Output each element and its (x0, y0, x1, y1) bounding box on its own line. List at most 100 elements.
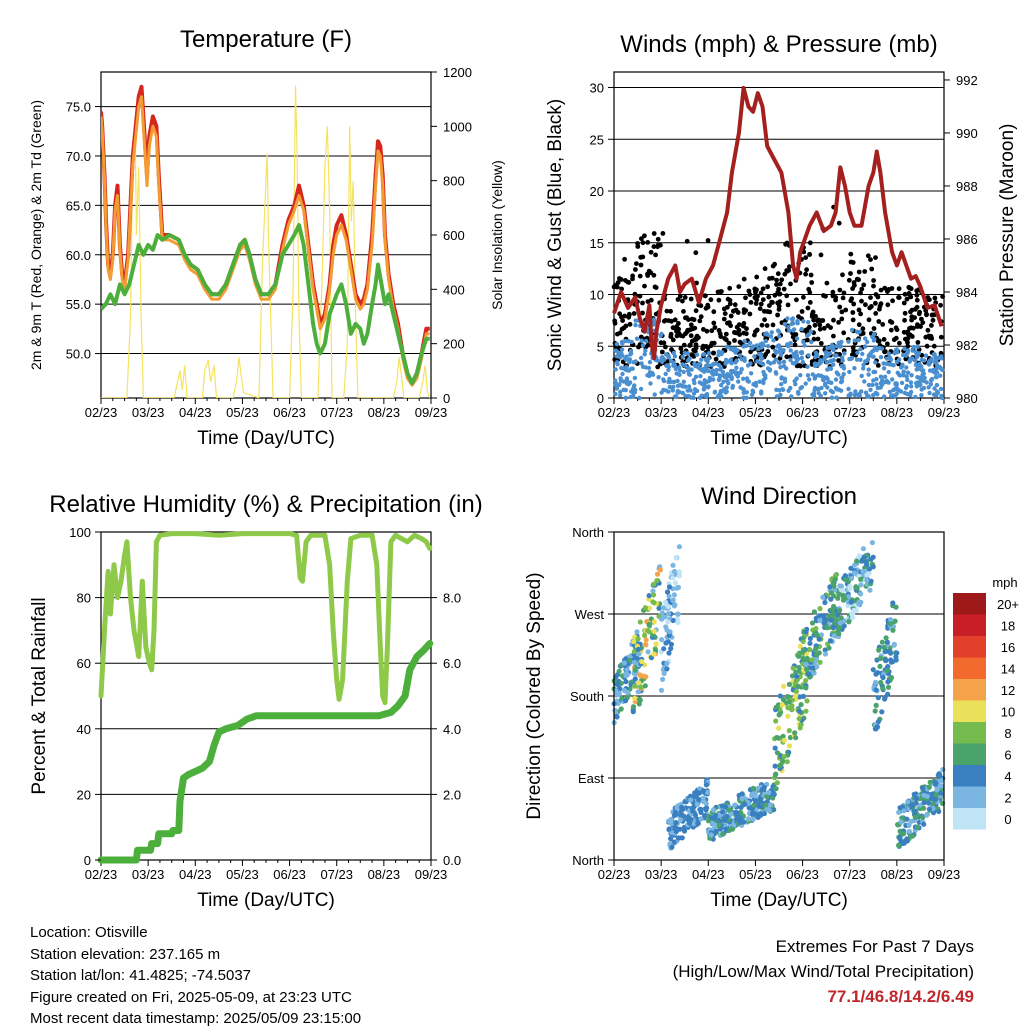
wind-speed-point (632, 383, 637, 388)
wind-gust-point (754, 287, 759, 293)
wind-gust-point (913, 306, 918, 312)
wind-gust-point (689, 352, 695, 357)
wind-gust-point (783, 241, 788, 247)
x-tick-label: 02/23 (598, 405, 631, 420)
wind-gust-point (830, 289, 836, 295)
wind-speed-point (648, 381, 653, 386)
direction-point (894, 650, 900, 656)
wind-gust-point (748, 349, 753, 355)
wind-speed-point (756, 346, 761, 352)
wind-gust-point (772, 292, 778, 298)
wind-gust-point (924, 343, 930, 349)
direction-point (890, 627, 896, 633)
wind-speed-point (702, 378, 707, 383)
direction-point (786, 699, 792, 705)
wind-speed-point (721, 379, 726, 384)
direction-point (826, 613, 832, 619)
direction-point (704, 805, 710, 811)
wind-gust-point (836, 358, 841, 363)
y2-tick-label: 982 (956, 338, 978, 353)
wind-gust-point (681, 309, 686, 314)
wind-speed-point (759, 389, 764, 394)
wind-gust-point (661, 318, 667, 324)
wind-gust-point (625, 279, 631, 285)
wind-speed-point (871, 392, 876, 398)
wind-gust-point (640, 300, 645, 306)
x-tick-label: 05/23 (226, 867, 259, 882)
wind-speed-point (761, 380, 766, 386)
wind-speed-point (614, 360, 620, 365)
wind-speed-point (755, 359, 760, 364)
wind-speed-point (671, 379, 677, 385)
wind-gust-point (688, 333, 694, 339)
wind-speed-point (827, 351, 833, 356)
direction-point (860, 557, 866, 563)
direction-point (700, 788, 707, 794)
wind-speed-point (852, 366, 857, 371)
x-tick-label: 03/23 (132, 867, 165, 882)
wind-gust-point (788, 281, 793, 287)
direction-point (645, 649, 651, 655)
direction-point (905, 799, 911, 805)
direction-point (856, 601, 862, 607)
wind-speed-point (786, 325, 791, 330)
wind-speed-point (934, 363, 940, 368)
x-tick-label: 06/23 (786, 405, 819, 420)
direction-point (837, 583, 843, 589)
wind-speed-point (890, 377, 895, 382)
wind-speed-point (862, 379, 867, 384)
direction-point (739, 796, 745, 802)
direction-point (890, 659, 896, 665)
wind-gust-point (858, 290, 863, 296)
wind-gust-point (660, 231, 666, 236)
wind-gust-point (790, 334, 796, 340)
wind-speed-point (897, 357, 902, 362)
wind-speed-point (826, 380, 832, 385)
direction-point (638, 684, 644, 690)
legend-label: 16 (1001, 640, 1015, 655)
direction-point (878, 655, 884, 662)
wind-speed-point (710, 368, 715, 373)
wind-speed-point (643, 348, 648, 353)
wind-speed-point (849, 327, 855, 333)
direction-point (695, 789, 701, 795)
direction-point (661, 646, 667, 652)
wind-speed-point (854, 357, 860, 362)
wind-speed-point (927, 368, 933, 373)
wind-speed-point (661, 377, 666, 382)
wind-gust-point (799, 309, 805, 314)
y-tick-label: West (575, 607, 605, 622)
direction-point (632, 695, 638, 701)
wind-speed-point (774, 387, 779, 392)
wind-speed-point (823, 391, 828, 396)
legend-label: 10 (1001, 705, 1015, 720)
x-tick-label: 03/23 (132, 405, 165, 420)
wind-gust-point (693, 308, 699, 314)
x-tick-label: 03/23 (645, 867, 678, 882)
wind-gust-point (784, 354, 790, 360)
wind-speed-point (808, 329, 814, 334)
wind-speed-point (639, 338, 644, 343)
wind-gust-point (697, 318, 703, 324)
wind-gust-point (873, 311, 879, 316)
wind-speed-point (856, 392, 861, 397)
wind-speed-point (803, 381, 808, 386)
direction-point (869, 540, 876, 546)
direction-scatter-group (611, 540, 946, 851)
x-tick-label: 08/23 (368, 405, 401, 420)
direction-point (885, 664, 891, 670)
wind-speed-point (647, 370, 653, 375)
wind-gust-point (914, 297, 920, 303)
direction-point (716, 822, 723, 828)
wind-gust-point (861, 282, 867, 288)
wind-gust-point (770, 322, 776, 328)
wind-speed-point (628, 366, 634, 372)
direction-point (646, 605, 653, 611)
direction-point (702, 813, 708, 819)
direction-point (839, 587, 846, 594)
direction-point (827, 638, 834, 644)
direction-point (851, 607, 857, 614)
wind-speed-point (889, 393, 894, 399)
wind-speed-point (830, 390, 836, 395)
direction-point (660, 676, 666, 683)
